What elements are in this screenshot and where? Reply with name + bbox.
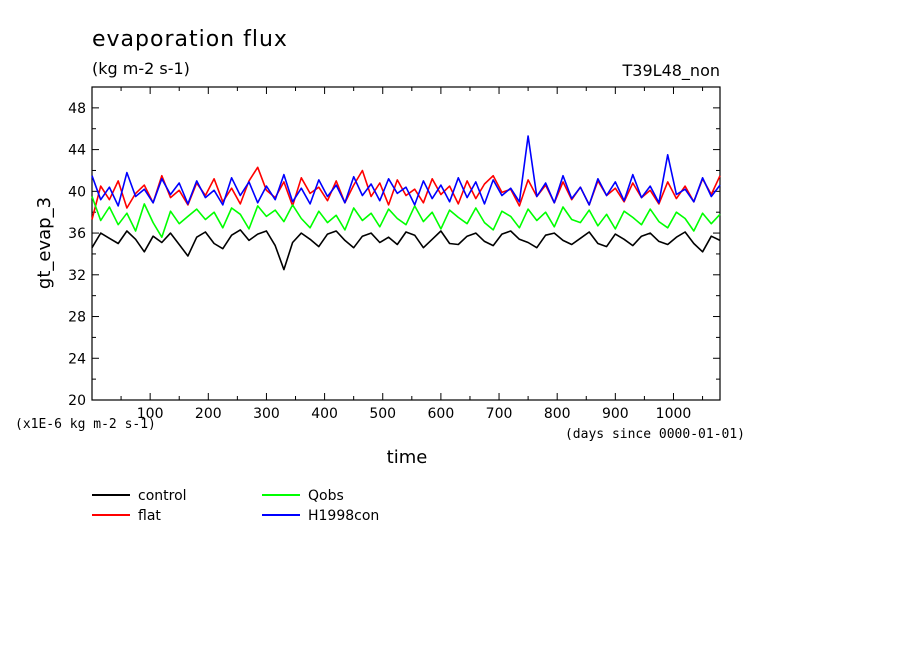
y-tick-label: 40: [68, 184, 86, 200]
chart-subtitle: (kg m-2 s-1): [92, 59, 190, 78]
legend-label-control: control: [138, 488, 187, 504]
y-tick-label: 20: [68, 393, 86, 409]
y-tick-label: 44: [68, 143, 86, 159]
x-tick-label: 800: [544, 406, 571, 422]
run-label: T39L48_non: [622, 61, 720, 81]
x-tick-label: 300: [253, 406, 280, 422]
tick-labels: 20 24 28 32 36 40 44 48 100 200 300 400 500 600 700 800…: [68, 101, 691, 422]
chart-title: evaporation flux: [92, 27, 288, 52]
x-tick-label: 600: [428, 406, 455, 422]
series-lines: [91, 135, 721, 271]
y-axis-title: gt_evap_3: [34, 197, 55, 289]
x-tick-label: 400: [311, 406, 338, 422]
series-line-qobs: [91, 196, 721, 238]
x-units-note: (days since 0000-01-01): [565, 427, 745, 442]
y-tick-label: 36: [68, 226, 86, 242]
x-tick-label: 500: [369, 406, 396, 422]
y-tick-label: 32: [68, 268, 86, 284]
y-tick-label: 28: [68, 310, 86, 326]
y-tick-label: 48: [68, 101, 86, 117]
x-tick-label: 200: [195, 406, 222, 422]
legend: control flat Qobs H1998con: [92, 488, 379, 524]
x-tick-label: 100: [137, 406, 164, 422]
x-tick-label: 900: [602, 406, 629, 422]
x-tick-label: 1000: [656, 406, 692, 422]
legend-label-h1998con: H1998con: [308, 508, 379, 524]
series-line-h1998con: [91, 135, 721, 207]
series-line-control: [91, 229, 721, 271]
y-tick-label: 24: [68, 351, 86, 367]
tick-marks: [92, 86, 720, 401]
legend-label-flat: flat: [138, 508, 161, 524]
plot-frame: [91, 86, 721, 401]
y-scale-note: (x1E-6 kg m-2 s-1): [15, 417, 156, 432]
legend-label-qobs: Qobs: [308, 488, 344, 504]
x-axis-title: time: [387, 447, 428, 468]
x-tick-label: 700: [486, 406, 513, 422]
